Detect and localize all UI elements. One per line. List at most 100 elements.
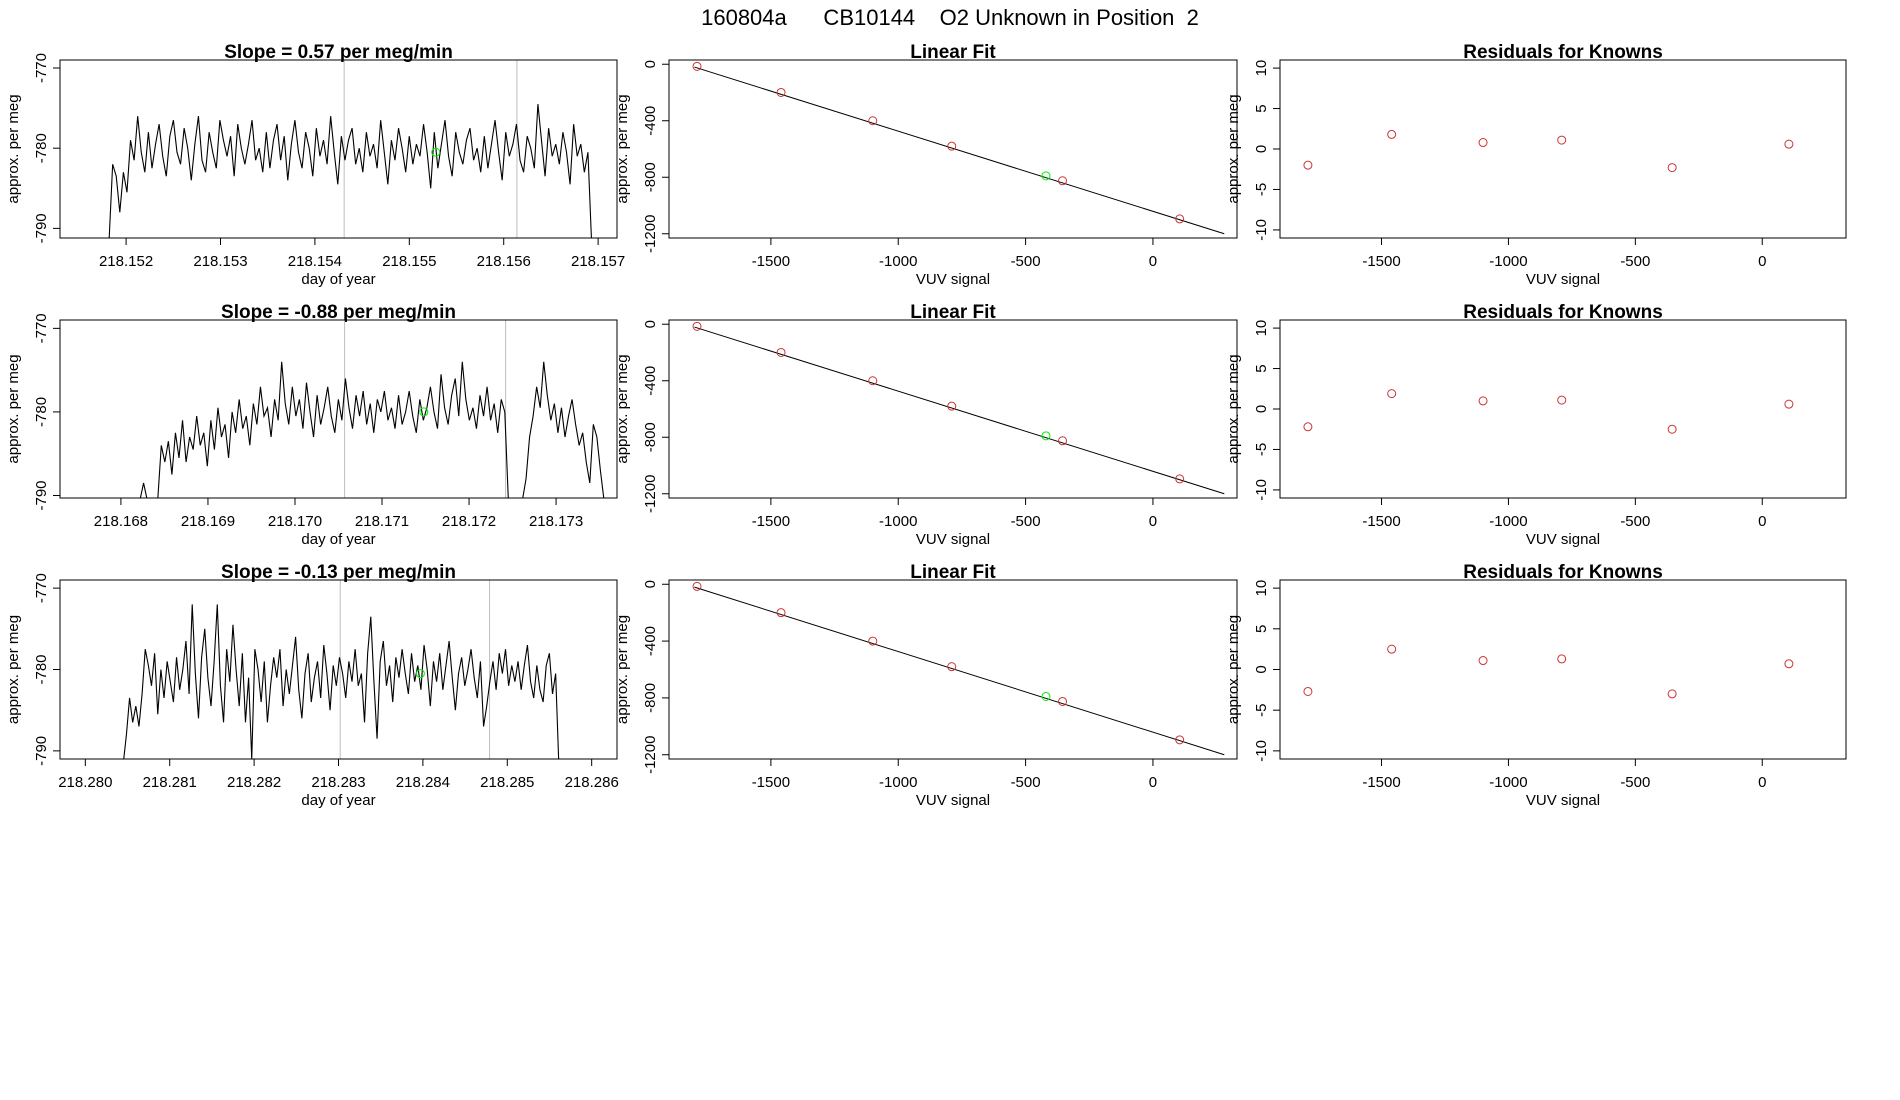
panel-fit-row-1: Linear Fit -1500 -1000 -500 0 VUV signal 0 -400… bbox=[614, 42, 1238, 288]
known-point bbox=[1058, 176, 1068, 186]
y-tick-label: 5 bbox=[1253, 104, 1270, 112]
y-tick-label: -10 bbox=[1253, 219, 1270, 241]
y-tick-label: -790 bbox=[33, 480, 50, 510]
plot-frame bbox=[1279, 579, 1847, 760]
data-layer bbox=[1303, 389, 1794, 434]
panel-title: Slope = 0.57 per meg/min bbox=[224, 42, 453, 63]
panel-title: Slope = -0.13 per meg/min bbox=[221, 562, 456, 583]
known-point bbox=[1784, 659, 1794, 669]
x-axis-label: day of year bbox=[301, 792, 375, 809]
panel-residuals-row-3: Residuals for Knowns -1500 -1000 -500 0 VUV s… bbox=[1225, 562, 1847, 809]
y-tick-label: -780 bbox=[33, 654, 50, 684]
panel-fit-row-3: Linear Fit -1500 -1000 -500 0 VUV signal 0 -400… bbox=[614, 562, 1238, 809]
y-tick-label: -770 bbox=[33, 313, 50, 343]
known-point bbox=[868, 116, 878, 126]
x-tick-label: 218.282 bbox=[227, 774, 281, 791]
panel-title: Linear Fit bbox=[910, 562, 996, 583]
known-point bbox=[868, 376, 878, 386]
data-layer bbox=[139, 320, 605, 498]
x-tick-label: 218.284 bbox=[396, 774, 450, 791]
series-line bbox=[108, 104, 592, 238]
x-axis-label: VUV signal bbox=[916, 531, 990, 548]
y-axis-label: approx. per meg bbox=[614, 354, 631, 463]
known-point bbox=[1175, 474, 1185, 484]
y-axis: 10 5 0 -5 -10 approx. per meg bbox=[1225, 320, 1281, 501]
x-tick-label: 218.281 bbox=[143, 774, 197, 791]
x-tick-label: 218.154 bbox=[288, 253, 342, 270]
panel-title: Linear Fit bbox=[910, 302, 996, 323]
fit-line bbox=[694, 586, 1225, 756]
unknown-point bbox=[415, 669, 425, 679]
x-axis-label: VUV signal bbox=[916, 271, 990, 288]
x-tick-label: -1000 bbox=[1489, 513, 1527, 530]
known-point bbox=[692, 321, 702, 331]
y-axis-label: approx. per meg bbox=[1225, 94, 1242, 203]
panel-title: Residuals for Knowns bbox=[1463, 42, 1663, 63]
x-tick-label: -500 bbox=[1620, 774, 1650, 791]
panel-title: Residuals for Knowns bbox=[1463, 302, 1663, 323]
x-tick-label: -1500 bbox=[752, 774, 790, 791]
known-point bbox=[776, 347, 786, 357]
y-tick-label: -400 bbox=[642, 626, 659, 656]
x-tick-label: 0 bbox=[1758, 774, 1766, 791]
x-tick-label: 218.152 bbox=[99, 253, 153, 270]
known-point bbox=[1387, 389, 1397, 399]
data-layer bbox=[123, 580, 560, 759]
y-axis: 0 -400 -800 -1200 approx. per meg bbox=[614, 320, 670, 513]
x-tick-label: -1500 bbox=[752, 253, 790, 270]
x-axis: -1500 -1000 -500 0 VUV signal bbox=[1362, 237, 1766, 288]
known-point bbox=[1478, 396, 1488, 406]
x-tick-label: -500 bbox=[1620, 253, 1650, 270]
x-axis-label: VUV signal bbox=[916, 792, 990, 809]
known-point bbox=[1557, 395, 1567, 405]
known-point bbox=[1557, 135, 1567, 145]
y-tick-label: 0 bbox=[642, 320, 659, 328]
y-tick-label: -1200 bbox=[642, 215, 659, 253]
y-tick-label: -780 bbox=[33, 397, 50, 427]
x-tick-label: 0 bbox=[1758, 253, 1766, 270]
x-axis-label: VUV signal bbox=[1526, 792, 1600, 809]
panel-timeseries-row-3: Slope = -0.13 per meg/min 218.280 218.281 2… bbox=[5, 562, 619, 809]
y-axis: -770 -780 -790 approx. per meg bbox=[5, 313, 61, 511]
known-point bbox=[1303, 422, 1313, 432]
x-tick-label: 218.280 bbox=[58, 774, 112, 791]
panel-title: Slope = -0.88 per meg/min bbox=[221, 302, 456, 323]
y-axis-label: approx. per meg bbox=[5, 354, 22, 463]
y-tick-label: -400 bbox=[642, 366, 659, 396]
known-point bbox=[1387, 129, 1397, 139]
unknown-point bbox=[1041, 691, 1051, 701]
y-tick-label: -5 bbox=[1253, 183, 1270, 196]
known-point bbox=[776, 87, 786, 97]
x-tick-label: 0 bbox=[1758, 513, 1766, 530]
known-point bbox=[1175, 214, 1185, 224]
data-layer bbox=[692, 581, 1225, 756]
y-tick-label: 0 bbox=[1253, 145, 1270, 153]
y-tick-label: 0 bbox=[642, 60, 659, 68]
known-point bbox=[947, 401, 957, 411]
known-point bbox=[692, 581, 702, 591]
known-point bbox=[1478, 138, 1488, 148]
series-line bbox=[123, 604, 560, 759]
x-tick-label: 218.169 bbox=[181, 513, 235, 530]
y-axis: 10 5 0 -5 -10 approx. per meg bbox=[1225, 60, 1281, 241]
y-tick-label: -5 bbox=[1253, 443, 1270, 456]
x-tick-label: -1500 bbox=[1362, 253, 1400, 270]
fit-line bbox=[694, 326, 1225, 495]
x-tick-label: -1500 bbox=[752, 513, 790, 530]
y-tick-label: -800 bbox=[642, 422, 659, 452]
x-axis: -1500 -1000 -500 0 VUV signal bbox=[1362, 497, 1766, 548]
panel-residuals-row-1: Residuals for Knowns -1500 -1000 -500 0 VUV s… bbox=[1225, 42, 1847, 288]
known-point bbox=[1058, 696, 1068, 706]
y-axis-label: approx. per meg bbox=[5, 94, 22, 203]
y-tick-label: -770 bbox=[33, 53, 50, 83]
data-layer bbox=[1303, 644, 1794, 699]
plot-frame bbox=[59, 59, 618, 239]
panel-residuals-row-2: Residuals for Knowns -1500 -1000 -500 0 VUV s… bbox=[1225, 302, 1847, 548]
unknown-point bbox=[431, 147, 441, 157]
known-point bbox=[1058, 436, 1068, 446]
y-axis-label: approx. per meg bbox=[1225, 354, 1242, 463]
y-tick-label: 10 bbox=[1253, 60, 1270, 77]
